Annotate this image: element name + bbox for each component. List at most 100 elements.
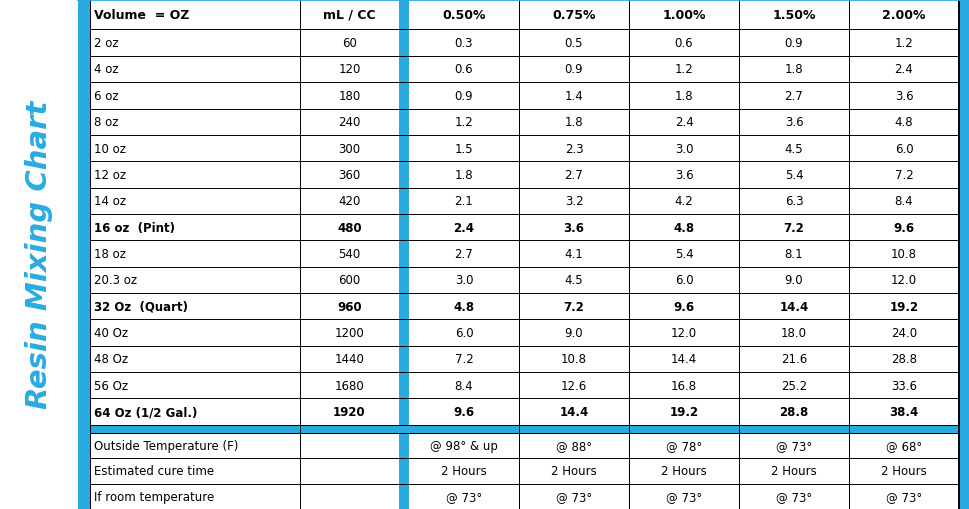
- Text: 0.5: 0.5: [564, 37, 582, 50]
- Text: @ 73°: @ 73°: [885, 490, 922, 503]
- Text: 0.50%: 0.50%: [442, 9, 485, 22]
- Text: 10 oz: 10 oz: [94, 143, 126, 155]
- Text: 240: 240: [338, 116, 360, 129]
- Text: 3.6: 3.6: [893, 90, 913, 103]
- Text: 2 Hours: 2 Hours: [550, 465, 596, 477]
- Text: 5.4: 5.4: [674, 247, 693, 261]
- Text: 600: 600: [338, 274, 360, 287]
- Text: 0.75%: 0.75%: [551, 9, 595, 22]
- Text: 21.6: 21.6: [780, 353, 806, 366]
- Text: 180: 180: [338, 90, 360, 103]
- Text: 16.8: 16.8: [671, 379, 697, 392]
- Text: 6.0: 6.0: [674, 274, 693, 287]
- Text: 3.0: 3.0: [454, 274, 473, 287]
- Text: If room temperature: If room temperature: [94, 490, 214, 503]
- Text: 1.4: 1.4: [564, 90, 582, 103]
- Text: 25.2: 25.2: [780, 379, 806, 392]
- Text: 1.8: 1.8: [674, 90, 693, 103]
- Text: 2 Hours: 2 Hours: [880, 465, 926, 477]
- Text: 2 Hours: 2 Hours: [441, 465, 486, 477]
- Text: 2.4: 2.4: [893, 63, 913, 76]
- Text: 1.8: 1.8: [564, 116, 582, 129]
- Text: 4.8: 4.8: [893, 116, 913, 129]
- Text: 2.7: 2.7: [564, 168, 582, 182]
- Text: 2.4: 2.4: [673, 116, 693, 129]
- Text: 6.0: 6.0: [893, 143, 913, 155]
- Text: 48 Oz: 48 Oz: [94, 353, 128, 366]
- Text: 4.1: 4.1: [564, 247, 582, 261]
- Text: 1680: 1680: [334, 379, 364, 392]
- Text: 7.2: 7.2: [563, 300, 584, 313]
- Text: 7.2: 7.2: [893, 168, 913, 182]
- Text: 1.8: 1.8: [784, 63, 802, 76]
- Text: 120: 120: [338, 63, 360, 76]
- Text: 9.6: 9.6: [453, 405, 474, 418]
- Text: 1.00%: 1.00%: [662, 9, 705, 22]
- Text: 1.2: 1.2: [454, 116, 473, 129]
- Text: 12.6: 12.6: [560, 379, 586, 392]
- Text: 56 Oz: 56 Oz: [94, 379, 128, 392]
- Text: 2.00%: 2.00%: [882, 9, 924, 22]
- Text: 1440: 1440: [334, 353, 364, 366]
- Text: @ 78°: @ 78°: [665, 439, 702, 452]
- Text: 28.8: 28.8: [891, 353, 916, 366]
- Text: 2 oz: 2 oz: [94, 37, 118, 50]
- Text: 3.6: 3.6: [563, 221, 584, 234]
- Text: 6.3: 6.3: [784, 195, 802, 208]
- Text: 7.2: 7.2: [783, 221, 803, 234]
- Text: 8.4: 8.4: [893, 195, 913, 208]
- Text: 7.2: 7.2: [454, 353, 473, 366]
- Text: @ 98° & up: @ 98° & up: [429, 439, 497, 452]
- Text: 2 Hours: 2 Hours: [661, 465, 706, 477]
- Text: Outside Temperature (F): Outside Temperature (F): [94, 439, 238, 452]
- Text: 2.1: 2.1: [454, 195, 473, 208]
- Text: Volume  = OZ: Volume = OZ: [94, 9, 189, 22]
- Text: 4 oz: 4 oz: [94, 63, 118, 76]
- Text: 0.6: 0.6: [454, 63, 473, 76]
- Text: 3.0: 3.0: [674, 143, 693, 155]
- Text: 6.0: 6.0: [454, 326, 473, 340]
- Text: 1.50%: 1.50%: [771, 9, 815, 22]
- Text: mL / CC: mL / CC: [323, 9, 375, 22]
- Text: 2.4: 2.4: [453, 221, 474, 234]
- Text: 18.0: 18.0: [780, 326, 806, 340]
- Text: 4.5: 4.5: [784, 143, 802, 155]
- Text: 12 oz: 12 oz: [94, 168, 126, 182]
- Text: @ 73°: @ 73°: [665, 490, 702, 503]
- Text: 33.6: 33.6: [891, 379, 916, 392]
- Text: @ 73°: @ 73°: [775, 490, 811, 503]
- Text: 8.1: 8.1: [784, 247, 802, 261]
- Text: 360: 360: [338, 168, 360, 182]
- Text: Resin Mixing Chart: Resin Mixing Chart: [25, 101, 53, 408]
- Text: 420: 420: [338, 195, 360, 208]
- Text: 0.3: 0.3: [454, 37, 473, 50]
- Text: @ 68°: @ 68°: [885, 439, 922, 452]
- Text: 8 oz: 8 oz: [94, 116, 118, 129]
- Text: 4.5: 4.5: [564, 274, 582, 287]
- Text: 9.0: 9.0: [564, 326, 582, 340]
- Text: @ 73°: @ 73°: [446, 490, 482, 503]
- Text: 40 Oz: 40 Oz: [94, 326, 128, 340]
- Text: 0.9: 0.9: [454, 90, 473, 103]
- Text: 3.2: 3.2: [564, 195, 582, 208]
- Text: 1.8: 1.8: [454, 168, 473, 182]
- Text: 2.3: 2.3: [564, 143, 582, 155]
- Text: @ 88°: @ 88°: [555, 439, 591, 452]
- Text: 10.8: 10.8: [891, 247, 916, 261]
- Text: 8.4: 8.4: [454, 379, 473, 392]
- Text: Estimated cure time: Estimated cure time: [94, 465, 214, 477]
- Text: 9.6: 9.6: [892, 221, 914, 234]
- Text: 0.9: 0.9: [784, 37, 802, 50]
- Text: 19.2: 19.2: [889, 300, 918, 313]
- Text: 19.2: 19.2: [669, 405, 698, 418]
- Text: 4.2: 4.2: [673, 195, 693, 208]
- Text: 0.6: 0.6: [674, 37, 693, 50]
- Text: 2 Hours: 2 Hours: [770, 465, 816, 477]
- Text: 14 oz: 14 oz: [94, 195, 126, 208]
- Text: 2.7: 2.7: [784, 90, 802, 103]
- Text: 4.8: 4.8: [453, 300, 474, 313]
- Text: 28.8: 28.8: [778, 405, 808, 418]
- Text: 3.6: 3.6: [784, 116, 802, 129]
- Text: 1.5: 1.5: [454, 143, 473, 155]
- Text: 4.8: 4.8: [672, 221, 694, 234]
